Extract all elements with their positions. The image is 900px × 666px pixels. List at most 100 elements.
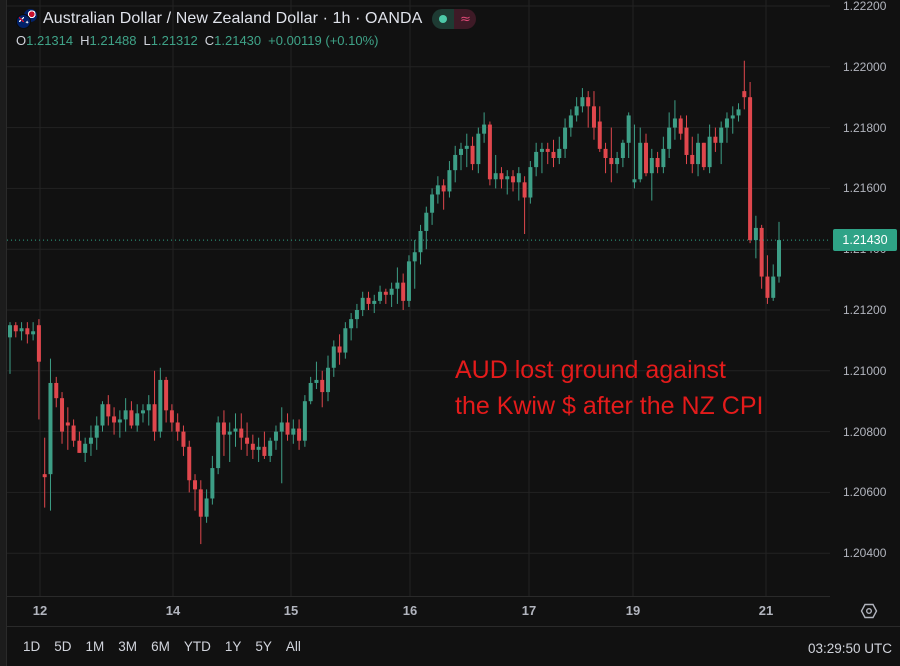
- candle[interactable]: [724, 112, 729, 143]
- candle[interactable]: [759, 224, 764, 289]
- candle[interactable]: [198, 480, 203, 545]
- candle[interactable]: [563, 118, 568, 158]
- candle[interactable]: [181, 425, 186, 456]
- candle[interactable]: [65, 407, 70, 450]
- candle[interactable]: [470, 136, 475, 171]
- candle[interactable]: [227, 422, 232, 462]
- candle[interactable]: [262, 431, 267, 459]
- candle[interactable]: [586, 91, 591, 128]
- candle[interactable]: [88, 425, 93, 456]
- candle[interactable]: [701, 142, 706, 171]
- candle[interactable]: [458, 142, 463, 171]
- candle[interactable]: [696, 133, 701, 177]
- symbol-title[interactable]: Australian Dollar / New Zealand Dollar ·…: [43, 10, 423, 27]
- candle[interactable]: [557, 136, 562, 165]
- range-button-5d[interactable]: 5D: [54, 639, 72, 654]
- candle[interactable]: [354, 303, 359, 329]
- candle[interactable]: [620, 139, 625, 168]
- candle[interactable]: [326, 355, 331, 402]
- candle[interactable]: [453, 145, 458, 183]
- candle[interactable]: [233, 413, 238, 447]
- candle[interactable]: [395, 267, 400, 304]
- candle[interactable]: [297, 419, 302, 450]
- range-button-1y[interactable]: 1Y: [224, 639, 242, 654]
- candle[interactable]: [308, 376, 313, 405]
- candle[interactable]: [684, 115, 689, 165]
- candle[interactable]: [48, 358, 53, 511]
- candle[interactable]: [430, 188, 435, 225]
- candle[interactable]: [412, 240, 417, 289]
- candle[interactable]: [730, 106, 735, 134]
- candle[interactable]: [672, 100, 677, 140]
- chart-settings-button[interactable]: [858, 601, 880, 621]
- candle[interactable]: [106, 395, 111, 426]
- candle[interactable]: [435, 176, 440, 204]
- candle[interactable]: [609, 127, 614, 183]
- candle[interactable]: [256, 437, 261, 462]
- candle[interactable]: [574, 97, 579, 122]
- candle[interactable]: [753, 215, 758, 259]
- candle[interactable]: [31, 322, 36, 341]
- candle[interactable]: [250, 434, 255, 459]
- candle[interactable]: [71, 419, 76, 447]
- candle[interactable]: [482, 112, 487, 143]
- candle[interactable]: [187, 440, 192, 493]
- candle[interactable]: [528, 161, 533, 204]
- candle[interactable]: [169, 404, 174, 432]
- candle[interactable]: [615, 151, 620, 174]
- candle[interactable]: [320, 370, 325, 408]
- candle[interactable]: [94, 416, 99, 450]
- candle[interactable]: [372, 294, 377, 314]
- candle[interactable]: [285, 413, 290, 441]
- range-button-3m[interactable]: 3M: [118, 639, 138, 654]
- candle[interactable]: [158, 367, 163, 438]
- candle[interactable]: [568, 109, 573, 137]
- candle[interactable]: [713, 127, 718, 152]
- candle[interactable]: [771, 264, 776, 301]
- candle[interactable]: [655, 151, 660, 174]
- candle[interactable]: [117, 410, 122, 438]
- candle[interactable]: [707, 124, 712, 174]
- range-button-5y[interactable]: 5Y: [255, 639, 272, 654]
- candle[interactable]: [476, 127, 481, 174]
- candle[interactable]: [193, 474, 198, 511]
- candle[interactable]: [516, 167, 521, 201]
- candle[interactable]: [765, 255, 770, 304]
- candle[interactable]: [204, 489, 209, 523]
- candle[interactable]: [661, 136, 666, 174]
- candle[interactable]: [135, 404, 140, 432]
- candle[interactable]: [742, 60, 747, 110]
- candle[interactable]: [591, 91, 596, 140]
- candle[interactable]: [100, 401, 105, 432]
- candle[interactable]: [534, 142, 539, 177]
- candle[interactable]: [123, 398, 128, 432]
- candle[interactable]: [545, 142, 550, 165]
- candle[interactable]: [505, 170, 510, 195]
- candle[interactable]: [129, 401, 134, 429]
- candle[interactable]: [245, 422, 250, 456]
- candle[interactable]: [632, 124, 637, 189]
- candle[interactable]: [678, 115, 683, 140]
- candle[interactable]: [349, 313, 354, 341]
- candle[interactable]: [331, 340, 336, 377]
- range-button-6m[interactable]: 6M: [151, 639, 170, 654]
- candle[interactable]: [221, 410, 226, 456]
- candle[interactable]: [383, 288, 388, 304]
- candle[interactable]: [389, 282, 394, 307]
- candle[interactable]: [441, 179, 446, 210]
- candle[interactable]: [597, 106, 602, 152]
- range-button-all[interactable]: All: [285, 639, 301, 654]
- candle[interactable]: [360, 291, 365, 317]
- candle[interactable]: [522, 176, 527, 234]
- candle[interactable]: [273, 425, 278, 450]
- candle[interactable]: [748, 82, 753, 244]
- candle[interactable]: [42, 437, 47, 508]
- candle[interactable]: [406, 255, 411, 307]
- range-button-1m[interactable]: 1M: [85, 639, 105, 654]
- candle[interactable]: [424, 206, 429, 250]
- candle[interactable]: [25, 322, 30, 344]
- price-axis[interactable]: 1.222001.220001.218001.216001.214001.212…: [830, 0, 900, 596]
- candle[interactable]: [216, 416, 221, 475]
- candle[interactable]: [140, 404, 145, 423]
- candle[interactable]: [551, 139, 556, 168]
